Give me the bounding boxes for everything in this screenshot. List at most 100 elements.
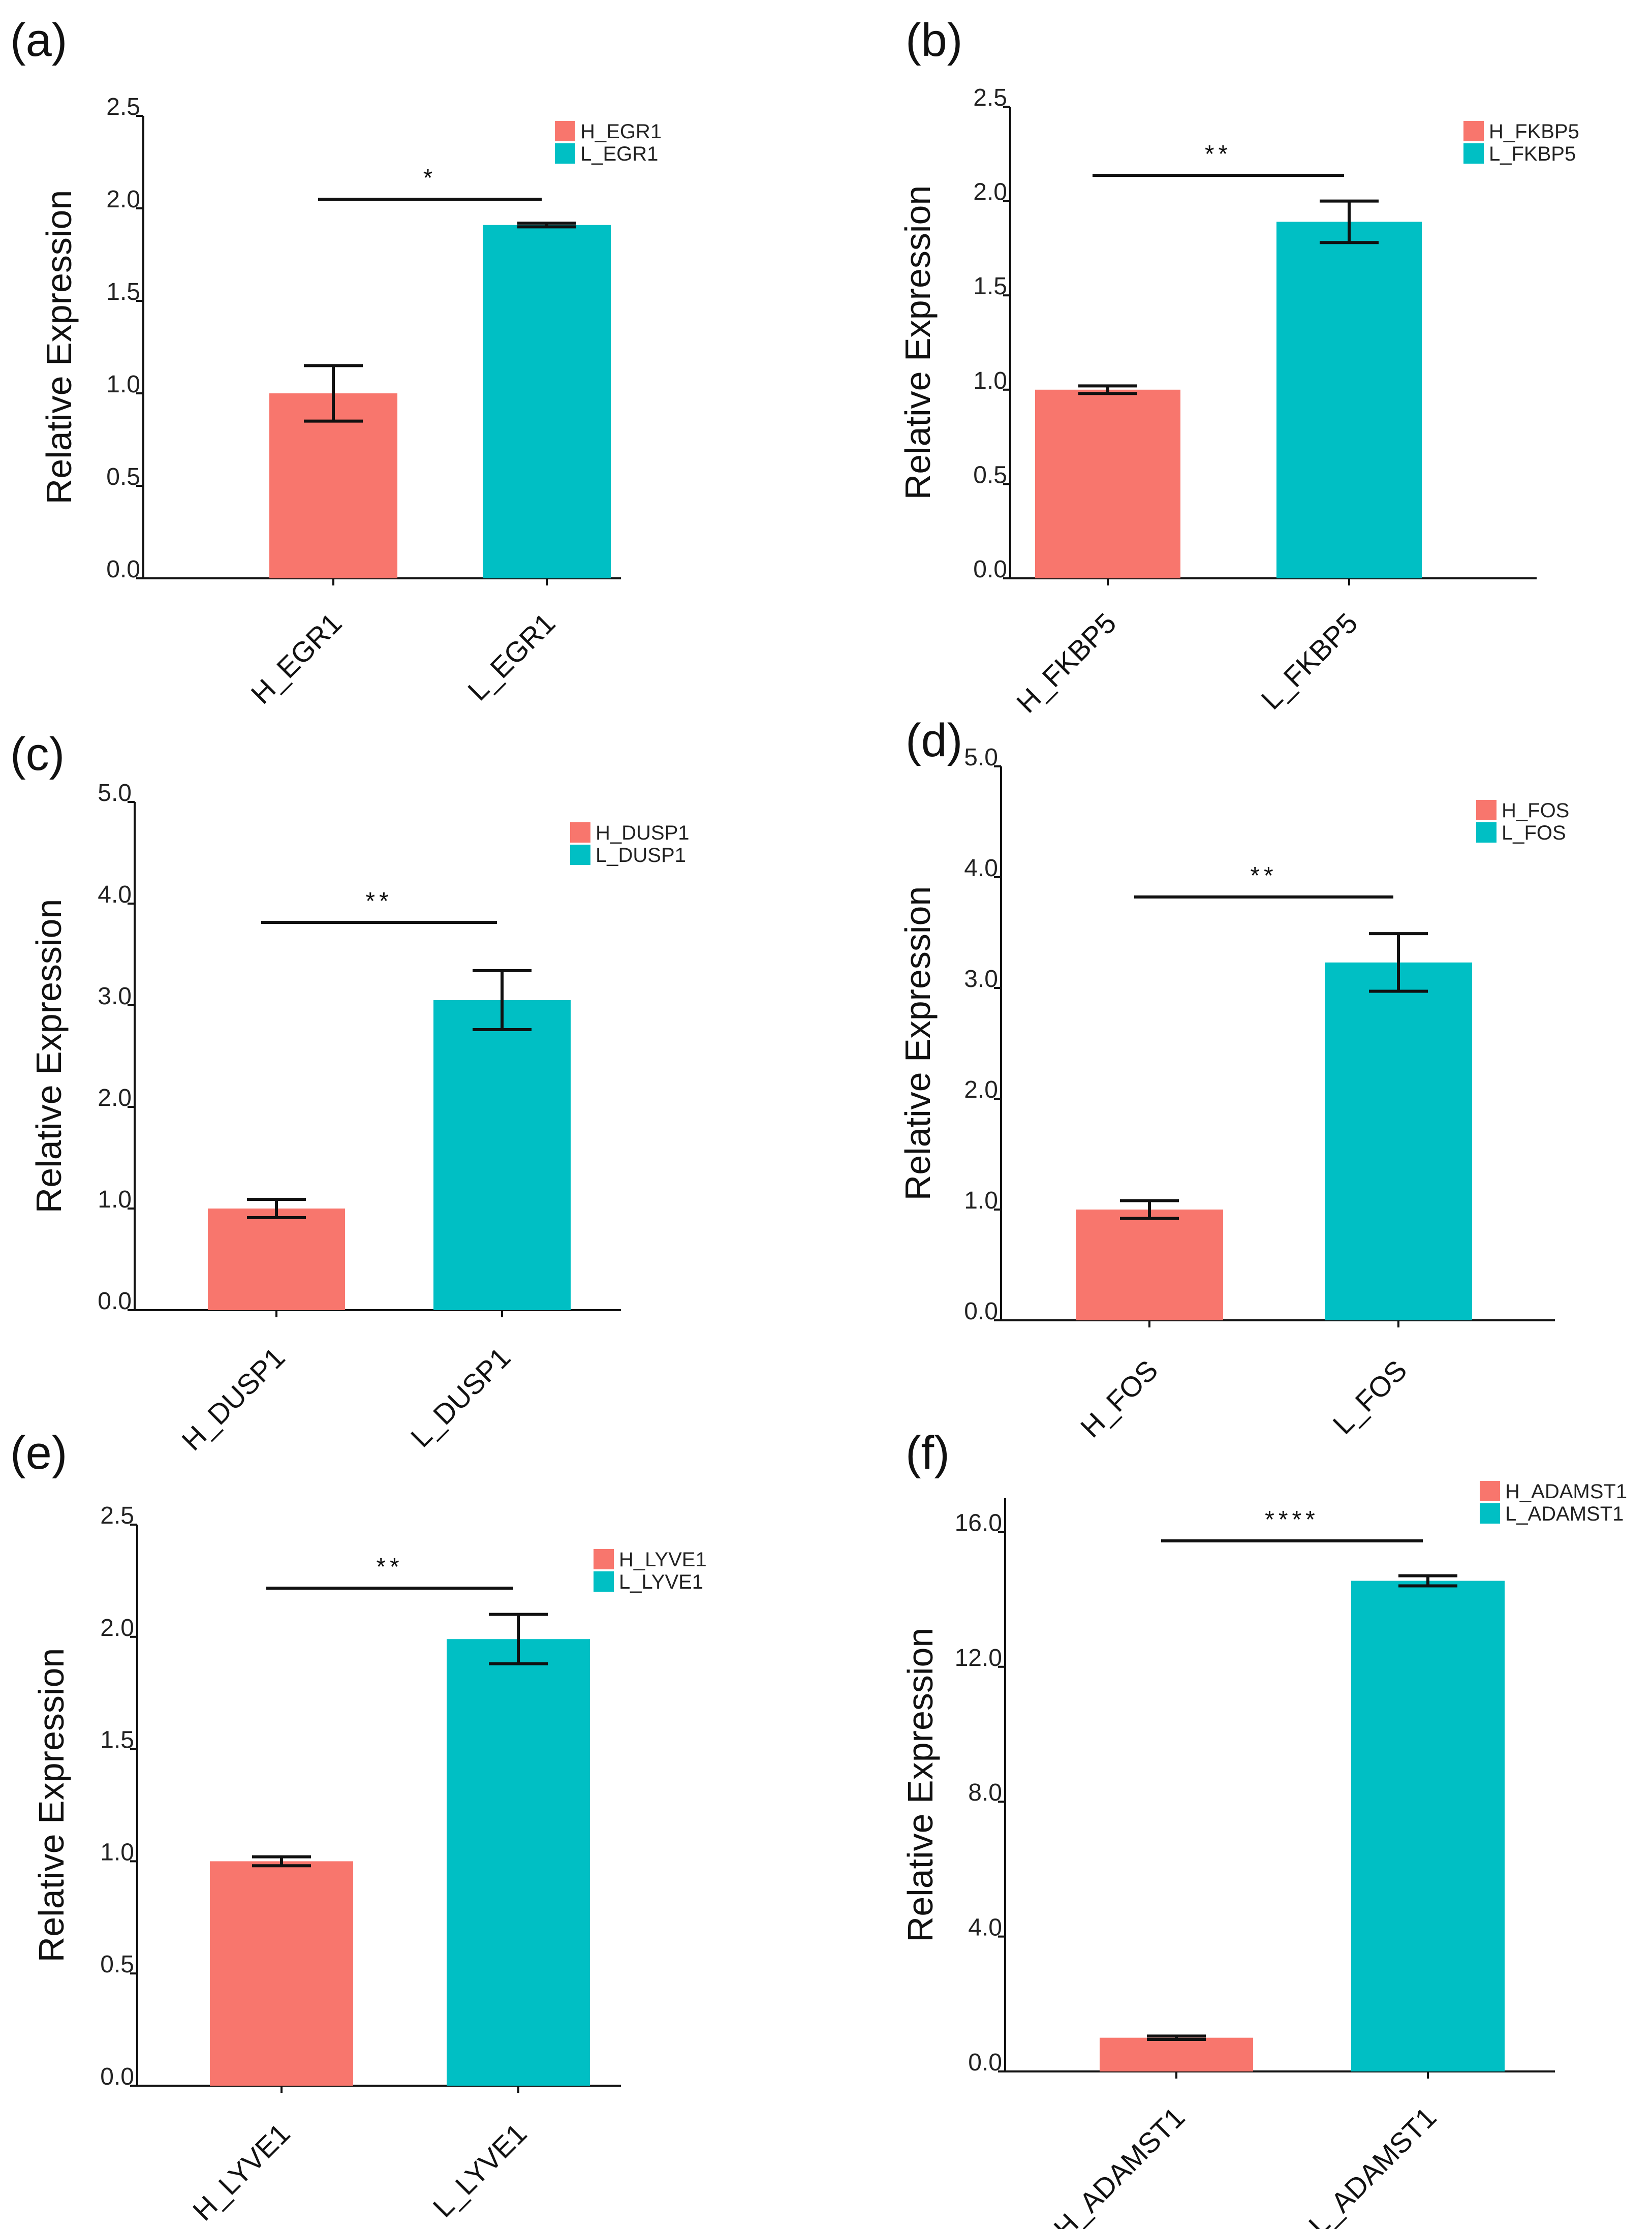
significance-marker: ****	[1265, 1506, 1319, 1533]
legend-swatch	[594, 1571, 614, 1592]
y-tick-label: 1.0	[98, 1186, 132, 1213]
legend-label: H_FKBP5	[1489, 120, 1579, 143]
y-tick-label: 1.0	[964, 1187, 998, 1214]
error-bar-H_FKBP5	[1078, 384, 1137, 395]
y-tick-label: 1.5	[100, 1727, 134, 1754]
y-tick-label: 4.0	[964, 855, 998, 882]
y-tick-label: 1.0	[106, 371, 140, 398]
legend-label: H_EGR1	[580, 120, 662, 143]
y-tick-label: 2.5	[973, 84, 1007, 111]
y-tick-label: 16.0	[955, 1509, 1002, 1536]
legend-swatch	[555, 143, 575, 164]
error-bar-L_DUSP1	[473, 969, 532, 1031]
bar-H_EGR1	[269, 393, 397, 578]
y-tick-label: 0.5	[100, 1951, 134, 1978]
y-axis-label: Relative Expression	[32, 1648, 71, 1963]
error-bar-L_EGR1	[517, 222, 576, 229]
bar-L_EGR1	[483, 225, 611, 578]
y-tick-label: 1.5	[973, 273, 1007, 300]
bar-H_FOS	[1076, 1210, 1223, 1320]
y-tick-label: 2.0	[964, 1076, 998, 1103]
bar-L_DUSP1	[433, 1000, 571, 1310]
significance-marker: **	[1250, 862, 1277, 889]
panel-label: (f)	[906, 1427, 950, 1479]
error-bar-H_LYVE1	[252, 1855, 311, 1868]
y-tick-label: 3.0	[98, 983, 132, 1010]
y-tick-label: 4.0	[98, 881, 132, 908]
panel-label: (b)	[906, 14, 962, 66]
x-tick-label: H_DUSP1	[175, 1341, 291, 1457]
bar-H_ADAMST1	[1100, 2037, 1253, 2071]
bar-L_FKBP5	[1276, 222, 1422, 578]
legend-label: H_FOS	[1502, 799, 1569, 822]
significance-marker: **	[376, 1554, 403, 1581]
y-tick-label: 2.0	[98, 1085, 132, 1111]
x-tick-label: L_DUSP1	[404, 1341, 517, 1453]
bar-H_DUSP1	[208, 1209, 345, 1310]
y-tick-label: 2.5	[106, 94, 140, 120]
x-tick-label: L_LYVE1	[427, 2117, 533, 2223]
x-tick-label: L_FKBP5	[1255, 607, 1363, 716]
chart-panel-2: (b) 0.0 0.5 1.0 1.5 2.0 2.5 Relative Expression…	[898, 14, 1579, 719]
legend-swatch	[555, 121, 575, 141]
legend-label: L_EGR1	[580, 143, 658, 165]
y-tick-label: 5.0	[964, 744, 998, 771]
y-tick-label: 0.0	[968, 2049, 1002, 2076]
legend-label: L_LYVE1	[619, 1571, 703, 1593]
error-bar-L_FKBP5	[1320, 199, 1379, 244]
chart-panel-6: (f) 0.0 4.0 8.0 12.0 16.0 Relative Expression H…	[900, 1427, 1627, 2229]
legend-swatch	[1476, 822, 1497, 843]
x-tick-label: H_FOS	[1074, 1354, 1164, 1444]
y-axis-label: Relative Expression	[900, 1628, 940, 1942]
legend-label: H_ADAMST1	[1505, 1480, 1627, 1503]
significance-marker: **	[365, 888, 392, 915]
y-tick-label: 0.5	[106, 463, 140, 490]
legend-label: H_DUSP1	[596, 822, 690, 844]
bar-L_FOS	[1325, 962, 1472, 1320]
legend-swatch	[570, 822, 590, 843]
x-tick-label: H_ADAMST1	[1047, 2101, 1191, 2229]
legend-label: L_FKBP5	[1489, 143, 1576, 165]
legend-swatch	[570, 845, 590, 865]
y-tick-label: 5.0	[98, 780, 132, 807]
panel-label: (a)	[10, 14, 67, 66]
chart-panel-5: (e) 0.0 0.5 1.0 1.5 2.0 2.5 Relative Expression…	[10, 1427, 707, 2226]
y-axis-label: Relative Expression	[898, 185, 938, 500]
x-tick-label: L_FOS	[1326, 1354, 1413, 1440]
panel-label: (d)	[906, 715, 962, 766]
legend-label: H_LYVE1	[619, 1549, 707, 1571]
y-tick-label: 0.0	[98, 1288, 132, 1315]
legend-swatch	[594, 1549, 614, 1569]
chart-panel-3: (c) 0.0 1.0 2.0 3.0 4.0 5.0 Relative Expression…	[10, 728, 690, 1457]
bar-L_LYVE1	[447, 1639, 590, 2086]
bar-H_FKBP5	[1035, 389, 1180, 578]
y-axis-label: Relative Expression	[39, 190, 79, 505]
y-tick-label: 2.5	[100, 1502, 134, 1529]
error-bar-H_ADAMST1	[1147, 2034, 1206, 2041]
y-tick-label: 0.0	[100, 2063, 134, 2090]
bar-H_LYVE1	[210, 1861, 353, 2086]
x-tick-label: H_EGR1	[244, 607, 348, 710]
legend-swatch	[1463, 121, 1484, 141]
x-tick-label: L_EGR1	[461, 607, 561, 706]
y-tick-label: 3.0	[964, 966, 998, 993]
y-tick-label: 2.0	[100, 1615, 134, 1642]
legend-swatch	[1480, 1481, 1500, 1501]
y-tick-label: 12.0	[955, 1645, 1002, 1671]
error-bar-L_ADAMST1	[1398, 1574, 1457, 1588]
bar-L_ADAMST1	[1351, 1581, 1505, 2071]
y-tick-label: 2.0	[106, 186, 140, 213]
significance-marker: **	[1205, 141, 1232, 168]
legend-swatch	[1480, 1503, 1500, 1524]
error-bar-H_DUSP1	[247, 1198, 306, 1219]
panel-label: (c)	[10, 728, 65, 780]
y-tick-label: 0.0	[106, 556, 140, 583]
legend-label: L_DUSP1	[596, 844, 686, 866]
panel-label: (e)	[10, 1427, 67, 1479]
y-tick-label: 0.5	[973, 461, 1007, 488]
legend-swatch	[1463, 143, 1484, 164]
y-tick-label: 4.0	[968, 1914, 1002, 1941]
y-axis-label: Relative Expression	[898, 886, 938, 1201]
error-bar-H_FOS	[1120, 1199, 1179, 1220]
